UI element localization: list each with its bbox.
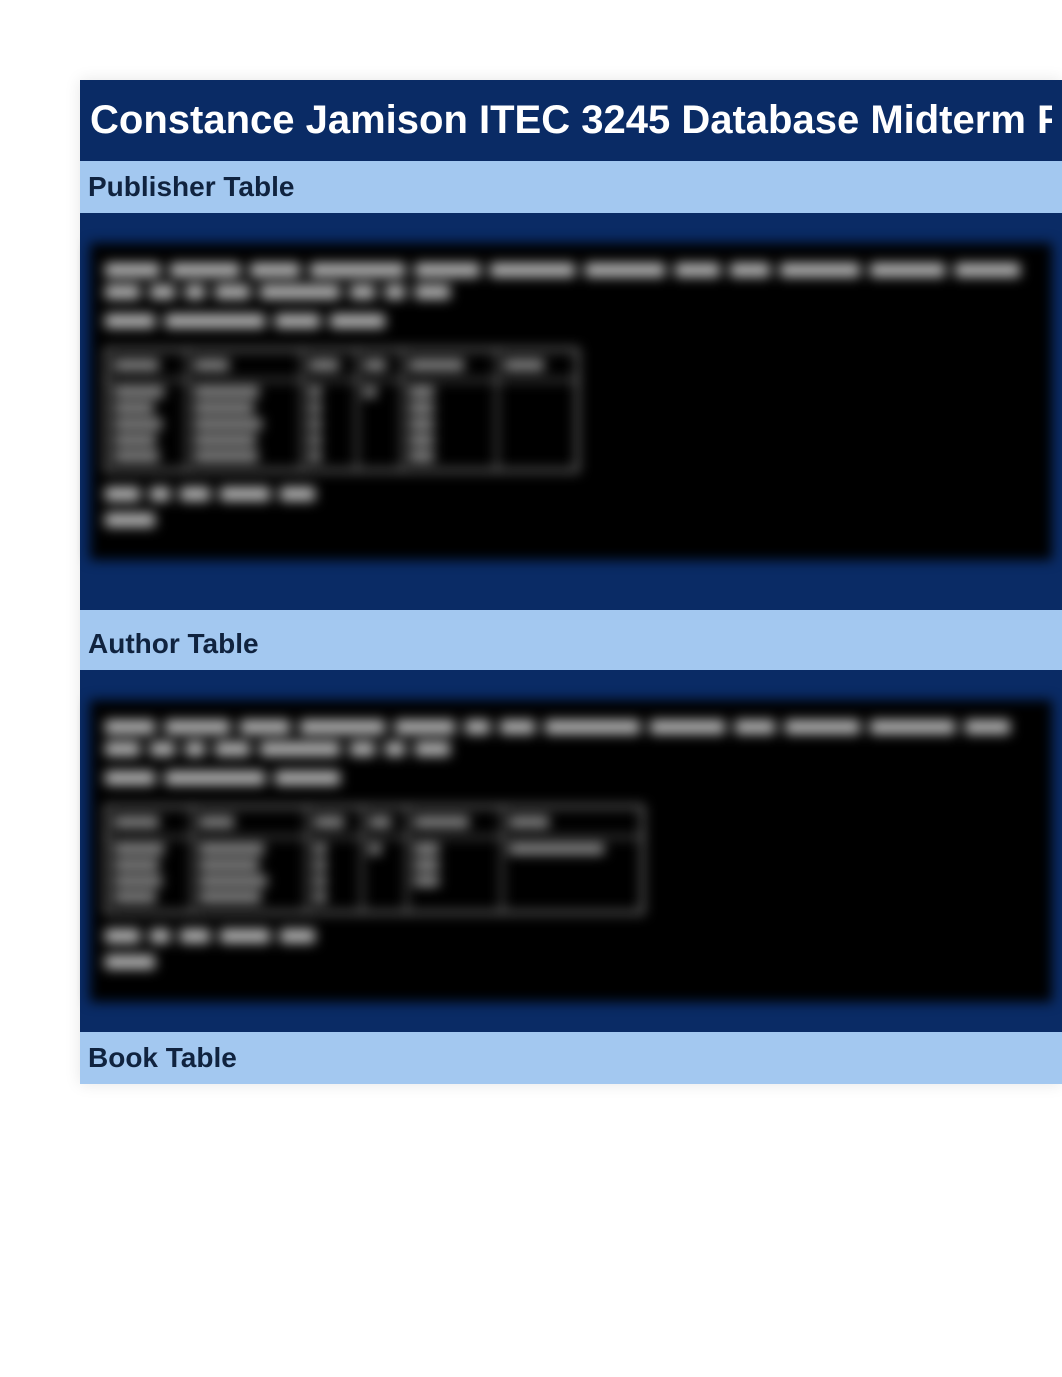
publisher-table-section xyxy=(80,213,1062,610)
document-container: Constance Jamison ITEC 3245 Database Mid… xyxy=(80,80,1062,1084)
section-heading-bar-publisher: Publisher Table xyxy=(80,161,1062,213)
section-heading-bar-author: Author Table xyxy=(80,618,1062,670)
section-heading-bar-book: Book Table xyxy=(80,1032,1062,1084)
section-heading-book: Book Table xyxy=(88,1042,1054,1074)
title-bar: Constance Jamison ITEC 3245 Database Mid… xyxy=(80,80,1062,161)
author-table-section xyxy=(80,670,1062,1032)
author-terminal-screenshot xyxy=(90,700,1052,1002)
section-heading-author: Author Table xyxy=(88,628,1054,660)
document-title: Constance Jamison ITEC 3245 Database Mid… xyxy=(90,98,1052,143)
section-gap-1 xyxy=(80,610,1062,618)
publisher-terminal-screenshot xyxy=(90,243,1052,560)
section-heading-publisher: Publisher Table xyxy=(88,171,1054,203)
